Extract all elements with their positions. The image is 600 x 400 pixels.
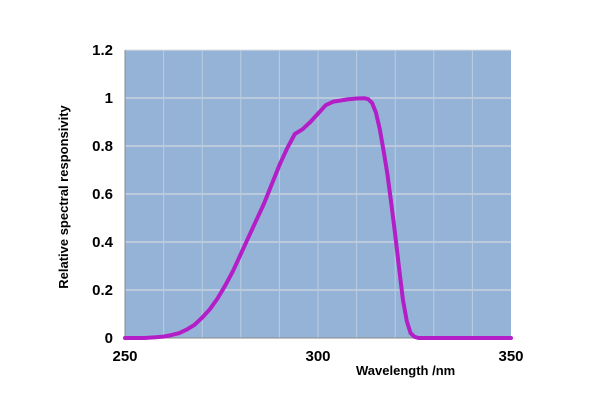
series-line — [123, 96, 513, 340]
series-layer — [123, 96, 513, 340]
x-tick-label: 350 — [498, 348, 523, 365]
y-tick-label: 0.6 — [92, 186, 113, 203]
y-tick-label: 0.2 — [92, 282, 113, 299]
x-tick-label: 300 — [305, 348, 330, 365]
y-tick-label: 1 — [105, 90, 113, 107]
y-tick-label: 0.8 — [92, 138, 113, 155]
y-axis-label: Relative spectral responsivity — [56, 104, 71, 288]
x-tick-label: 250 — [112, 348, 137, 365]
grid — [124, 49, 511, 339]
x-axis-label: Wavelength /nm — [356, 363, 455, 378]
y-tick-label: 0 — [105, 330, 113, 347]
y-tick-label: 1.2 — [92, 42, 113, 59]
x-tick-labels: 250 300 350 — [112, 348, 523, 365]
y-tick-label: 0.4 — [92, 234, 114, 251]
y-tick-labels: 0 0.2 0.4 0.6 0.8 1 1.2 — [92, 42, 114, 347]
